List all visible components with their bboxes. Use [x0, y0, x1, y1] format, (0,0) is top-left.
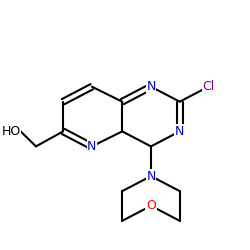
Text: Cl: Cl: [202, 80, 214, 93]
Text: N: N: [146, 80, 156, 93]
Text: N: N: [175, 125, 184, 138]
Text: O: O: [146, 199, 156, 212]
Text: HO: HO: [2, 125, 21, 138]
Text: N: N: [87, 140, 97, 153]
Text: N: N: [146, 170, 156, 182]
